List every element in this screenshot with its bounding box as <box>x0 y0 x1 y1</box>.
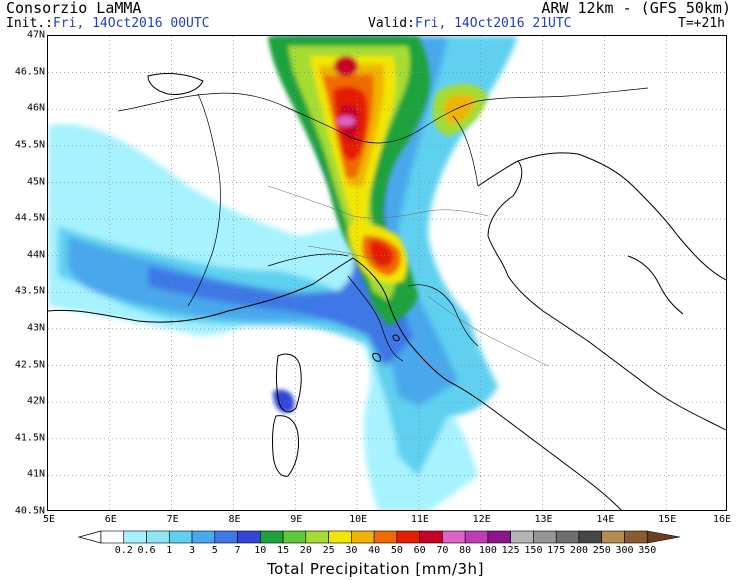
colorbar-level-label: 40 <box>368 545 381 556</box>
init-value: Fri, 14Oct2016 00UTC <box>52 16 210 31</box>
init-time: Init.:Fri, 14Oct2016 00UTC <box>6 16 210 31</box>
lat-label: 41N <box>26 468 45 480</box>
colorbar-swatch <box>146 530 170 544</box>
lead-time: T=+21h <box>678 16 725 31</box>
lat-label: 43N <box>26 322 45 334</box>
lat-label: 40.5N <box>14 505 45 517</box>
valid-value: Fri, 14Oct2016 21UTC <box>414 16 572 31</box>
valid-label: Valid: <box>368 16 415 31</box>
lon-label: 7E <box>166 514 179 525</box>
colorbar-swatch <box>123 530 147 544</box>
coastlines <box>48 73 726 510</box>
colorbar-swatch <box>533 530 557 544</box>
precipitation-map <box>47 35 727 511</box>
lat-label: 41.5N <box>14 432 45 444</box>
colorbar-level-label: 1 <box>166 545 173 556</box>
colorbar-level-label: 300 <box>615 545 634 556</box>
lon-label: 15E <box>658 514 677 525</box>
lon-label: 9E <box>290 514 303 525</box>
map-canvas <box>48 36 726 510</box>
colorbar-level-label: 150 <box>524 545 543 556</box>
colorbar-swatch <box>464 530 489 544</box>
colorbar-swatch <box>419 530 443 544</box>
lat-label: 46.5N <box>14 66 45 78</box>
colorbar-swatch <box>396 530 420 544</box>
lat-label: 46N <box>26 102 45 114</box>
region-boundaries <box>267 185 549 367</box>
lon-label: 8E <box>228 514 241 525</box>
colorbar-level-label: 10 <box>254 545 267 556</box>
lon-label: 5E <box>42 514 56 525</box>
lat-label: 45.5N <box>14 139 45 151</box>
lon-label: 12E <box>472 514 491 525</box>
colorbar-level-label: 125 <box>501 545 520 556</box>
lon-label: 13E <box>534 514 553 525</box>
colorbar-swatch <box>510 530 534 544</box>
colorbar-swatch <box>601 530 625 544</box>
colorbar-level-label: 350 <box>638 545 657 556</box>
legend-title: Total Precipitation [mm/3h] <box>267 560 484 578</box>
colorbar-swatch <box>351 530 375 544</box>
colorbar-level-label: 7 <box>234 545 241 556</box>
colorbar-swatch <box>578 530 603 544</box>
colorbar-level-label: 25 <box>322 545 335 556</box>
colorbar-level-label: 200 <box>569 545 588 556</box>
colorbar-swatch <box>328 530 352 544</box>
lat-label: 44N <box>26 249 45 261</box>
colorbar-swatch <box>555 530 580 544</box>
colorbar-level-label: 30 <box>345 545 358 556</box>
colorbar-swatch <box>487 530 511 544</box>
precip-layer-heavy <box>268 36 488 413</box>
colorbar-swatch <box>214 530 238 544</box>
lat-label: 43.5N <box>14 285 45 297</box>
lon-label: 10E <box>349 514 368 525</box>
lon-label: 16E <box>712 514 732 525</box>
colorbar-level-label: 80 <box>459 545 472 556</box>
colorbar-swatch <box>100 530 125 544</box>
graticule <box>48 36 726 510</box>
lat-label: 45N <box>26 176 45 187</box>
lat-label: 44.5N <box>14 212 45 224</box>
colorbar-level-label: 3 <box>189 545 196 556</box>
colorbar-swatch <box>282 530 307 544</box>
lon-label: 6E <box>104 514 117 525</box>
colorbar-level-label: 70 <box>436 545 449 556</box>
lat-label: 42N <box>26 395 45 407</box>
lat-label: 47N <box>26 29 45 41</box>
colorbar-swatch <box>305 530 329 544</box>
colorbar-level-label: 50 <box>390 545 403 556</box>
colorbar-level-label: 0.6 <box>137 545 156 556</box>
colorbar-level-label: 15 <box>277 545 290 556</box>
lon-label: 11E <box>410 514 429 525</box>
colorbar-level-label: 100 <box>478 545 497 556</box>
colorbar-arrow-left <box>77 530 102 544</box>
colorbar-level-label: 250 <box>592 545 611 556</box>
colorbar-swatch <box>191 530 216 544</box>
valid-time: Valid:Fri, 14Oct2016 21UTC <box>368 16 572 31</box>
colorbar-swatch <box>237 530 261 544</box>
colorbar-swatch <box>442 530 466 544</box>
colorbar-swatch <box>624 530 648 544</box>
init-label: Init.: <box>6 16 53 31</box>
colorbar-swatch <box>260 530 284 544</box>
colorbar-level-label: 20 <box>299 545 312 556</box>
borders <box>117 87 649 362</box>
colorbar-arrow-right <box>646 530 681 544</box>
lat-label: 42.5N <box>14 359 45 370</box>
colorbar-level-label: 0.2 <box>114 545 133 556</box>
colorbar-level-label: 175 <box>547 545 566 556</box>
colorbar-swatch <box>373 530 398 544</box>
colorbar-level-label: 5 <box>211 545 218 556</box>
colorbar-swatch <box>168 530 193 544</box>
org-title: Consorzio LaMMA <box>6 0 142 17</box>
colorbar-level-label: 60 <box>413 545 426 556</box>
lon-label: 14E <box>596 514 615 525</box>
model-title: ARW 12km - (GFS 50km) <box>541 0 731 17</box>
